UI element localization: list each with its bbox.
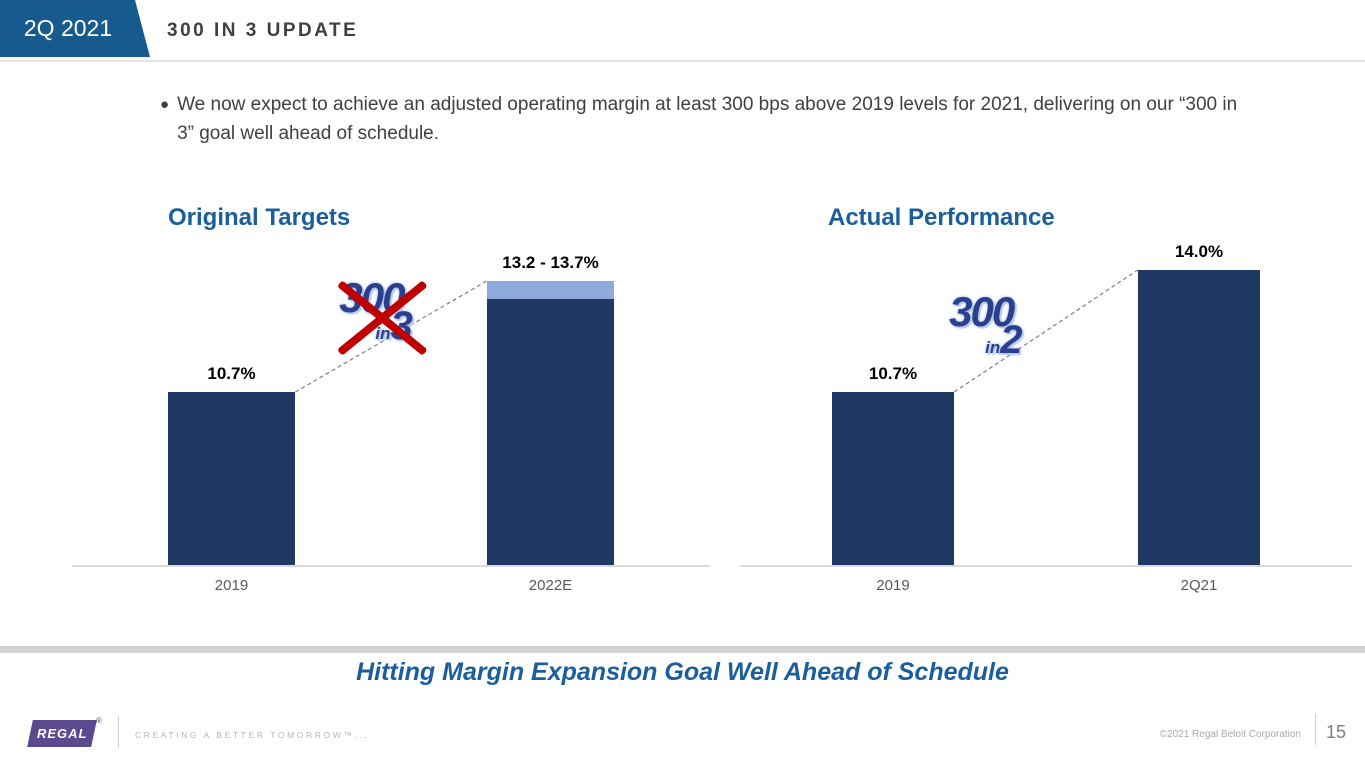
bar-value-label: 14.0%	[1174, 242, 1224, 261]
bar-value-label: 13.2 - 13.7%	[502, 253, 599, 272]
category-label: 2022E	[528, 577, 573, 594]
footer-divider	[1315, 714, 1316, 745]
bullet-text: We now expect to achieve an adjusted ope…	[177, 94, 1238, 145]
bullet-icon: ●	[160, 96, 170, 113]
bar-2019	[167, 392, 296, 565]
takeaway-divider-band	[0, 646, 1365, 653]
plot-area: 300 in3 10.7% 13.2 - 13.7%	[72, 253, 710, 567]
bar-2019	[831, 392, 955, 565]
takeaway-text: Hitting Margin Expansion Goal Well Ahead…	[356, 658, 1009, 686]
300-in-3-badge: 300 in3	[339, 277, 412, 347]
quarter-flag: 2Q 2021	[0, 0, 150, 57]
footer-divider	[118, 716, 119, 748]
footer-copyright: ©2021 Regal Beloit Corporation	[1159, 729, 1301, 740]
header-divider	[0, 60, 1365, 62]
bar-2022E	[486, 299, 615, 565]
bar-range-segment	[486, 281, 615, 299]
bar-value-label: 10.7%	[207, 364, 256, 383]
category-axis: 2019 2022E	[72, 577, 710, 599]
category-label: 2019	[214, 577, 249, 594]
category-label: 2Q21	[1180, 577, 1218, 594]
300-in-2-badge: 300 in2	[949, 291, 1022, 361]
footer-tagline: CREATING A BETTER TOMORROW™...	[135, 730, 370, 740]
plot-area: 300 in2 10.7% 14.0%	[740, 242, 1352, 567]
page-number: 15	[1326, 722, 1347, 742]
bullet-item: ● We now expect to achieve an adjusted o…	[160, 90, 1250, 149]
category-axis: 2019 2Q21	[740, 577, 1352, 599]
red-x-icon	[331, 275, 433, 361]
chart-title: Original Targets	[168, 204, 351, 231]
slide-title: 300 IN 3 UPDATE	[167, 20, 359, 41]
quarter-label: 2Q 2021	[23, 15, 113, 41]
bar-value-label: 10.7%	[868, 364, 918, 383]
bar-2Q21	[1137, 270, 1261, 565]
registered-mark: ®	[96, 716, 102, 725]
regal-logo: REGAL	[27, 720, 97, 747]
chart-title: Actual Performance	[828, 204, 1055, 231]
regal-logo-text: REGAL	[36, 726, 88, 741]
category-label: 2019	[876, 577, 910, 594]
